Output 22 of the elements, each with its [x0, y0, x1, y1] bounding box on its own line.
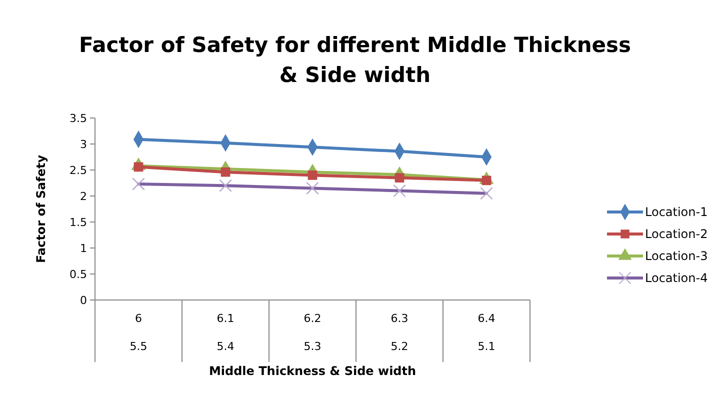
point	[394, 173, 404, 182]
category-label: 6.2 5.3	[304, 312, 322, 353]
x-axis-title: Middle Thickness & Side width	[208, 364, 416, 378]
y-tick-label: 1	[80, 242, 87, 255]
category-label: 6.1 5.4	[216, 312, 234, 353]
y-axis-title: Factor of Safety	[34, 154, 48, 264]
y-tick-label: 1.5	[70, 216, 87, 229]
category-label: 6 5.5	[130, 312, 148, 353]
y-tick-label: 2	[80, 190, 87, 203]
y-tick-label: 0.5	[70, 268, 87, 281]
category-label: 6.3 5.2	[390, 312, 408, 353]
legend-label: Location-2	[645, 227, 708, 241]
legend-label: Location-1	[645, 205, 708, 219]
chart-title: Factor of Safety for different Middle Thickness & Side width	[78, 33, 632, 87]
category-label: 6.4 5.1	[478, 312, 496, 353]
y-tick-label: 2.5	[70, 164, 87, 177]
point	[308, 170, 318, 180]
legend-label: Location-3	[645, 249, 708, 263]
y-tick-label: 3.5	[70, 112, 87, 125]
y-tick-label: 0	[80, 294, 87, 307]
legend-label: Location-4	[645, 271, 708, 285]
y-tick-label: 3	[80, 138, 87, 151]
